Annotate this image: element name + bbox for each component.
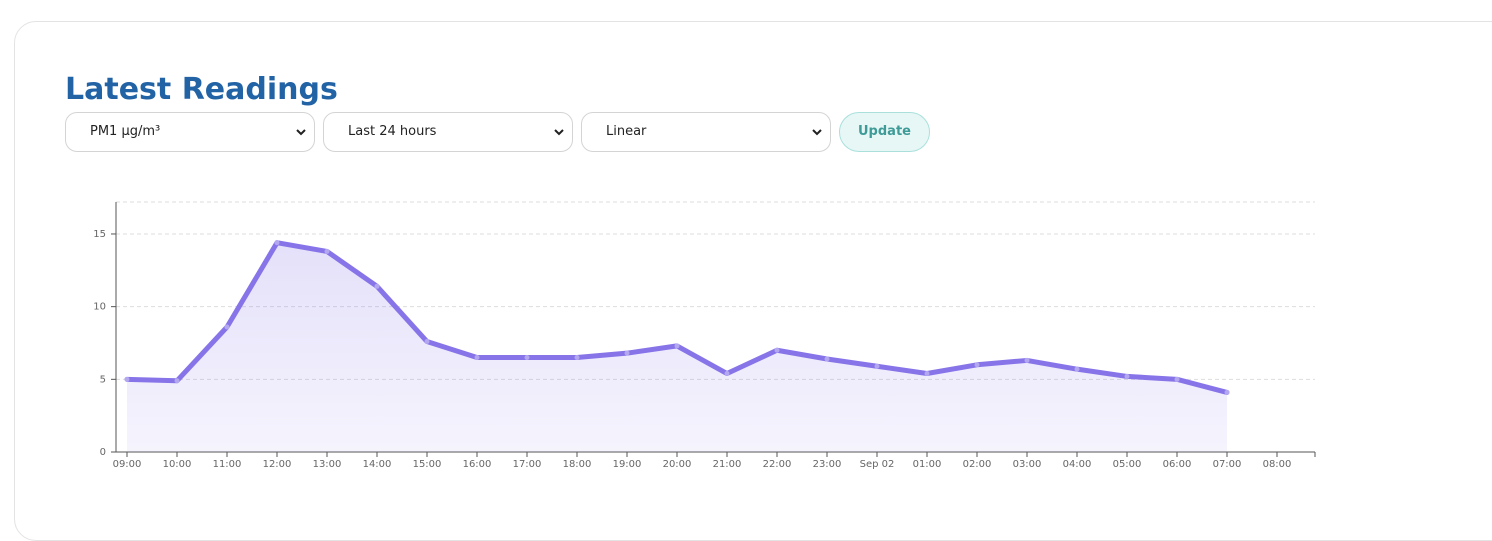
chevron bbox=[812, 129, 822, 136]
update-button[interactable]: Update bbox=[839, 112, 930, 152]
point bbox=[424, 339, 430, 345]
point bbox=[474, 355, 480, 361]
x-tick-label: 22:00 bbox=[763, 459, 792, 470]
metric-select[interactable]: PM1 µg/m³ bbox=[65, 112, 315, 152]
y-tick-label: 5 bbox=[100, 374, 106, 385]
point bbox=[824, 356, 830, 362]
x-tick-label: 16:00 bbox=[463, 459, 492, 470]
x-tick-label: 02:00 bbox=[963, 459, 992, 470]
x-tick-label: 19:00 bbox=[613, 459, 642, 470]
x-tick-label: 14:00 bbox=[363, 459, 392, 470]
chevron bbox=[296, 129, 306, 136]
scale-select[interactable]: Linear bbox=[581, 112, 831, 152]
point bbox=[774, 347, 780, 353]
y-tick-label: 0 bbox=[100, 447, 106, 458]
x-tick-label: 08:00 bbox=[1263, 459, 1292, 470]
point bbox=[274, 240, 280, 246]
range-select[interactable]: Last 24 hours bbox=[323, 112, 573, 152]
range-value: Last 24 hours bbox=[348, 124, 437, 139]
x-tick-label: 04:00 bbox=[1063, 459, 1092, 470]
y-tick-label: 15 bbox=[93, 229, 106, 240]
point bbox=[324, 248, 330, 254]
point bbox=[874, 363, 880, 369]
point bbox=[974, 362, 980, 368]
title: Latest Readings bbox=[65, 72, 338, 107]
y-tick-label: 10 bbox=[93, 302, 106, 313]
metric-value: PM1 µg/m³ bbox=[90, 124, 161, 139]
point bbox=[1024, 357, 1030, 363]
point bbox=[224, 324, 230, 330]
point bbox=[674, 343, 680, 349]
x-tick-label: 10:00 bbox=[163, 459, 192, 470]
point bbox=[624, 350, 630, 356]
point bbox=[1074, 366, 1080, 372]
point bbox=[724, 371, 730, 377]
point bbox=[124, 376, 130, 382]
x-tick-label: 09:00 bbox=[113, 459, 142, 470]
chart: 0 5 10 15 09:00 10:00 11:00 12:00 13:00 14:00 15:0… bbox=[93, 201, 1316, 470]
x-tick-label: Sep 02 bbox=[860, 459, 895, 470]
chevron bbox=[554, 129, 564, 136]
x-tick-label: 20:00 bbox=[663, 459, 692, 470]
x-tick-label: 23:00 bbox=[813, 459, 842, 470]
x-tick-label: 06:00 bbox=[1163, 459, 1192, 470]
point bbox=[1224, 389, 1230, 395]
page: Latest Readings PM1 µg/m³ Last 24 hours … bbox=[14, 21, 1492, 541]
x-tick-label: 05:00 bbox=[1113, 459, 1142, 470]
x-tick-label: 11:00 bbox=[213, 459, 242, 470]
scale-value: Linear bbox=[606, 124, 647, 139]
x-tick-label: 15:00 bbox=[413, 459, 442, 470]
point bbox=[524, 355, 530, 361]
x-tick-label: 01:00 bbox=[913, 459, 942, 470]
x-tick-label: 21:00 bbox=[713, 459, 742, 470]
x-tick-label: 12:00 bbox=[263, 459, 292, 470]
x-tick-label: 07:00 bbox=[1213, 459, 1242, 470]
point bbox=[574, 355, 580, 361]
x-tick-label: 18:00 bbox=[563, 459, 592, 470]
point bbox=[924, 371, 930, 377]
x-tick-label: 17:00 bbox=[513, 459, 542, 470]
point bbox=[1174, 376, 1180, 382]
point bbox=[1124, 373, 1130, 379]
x-tick-label: 03:00 bbox=[1013, 459, 1042, 470]
point bbox=[374, 283, 380, 289]
point bbox=[174, 378, 180, 384]
x-tick-label: 13:00 bbox=[313, 459, 342, 470]
